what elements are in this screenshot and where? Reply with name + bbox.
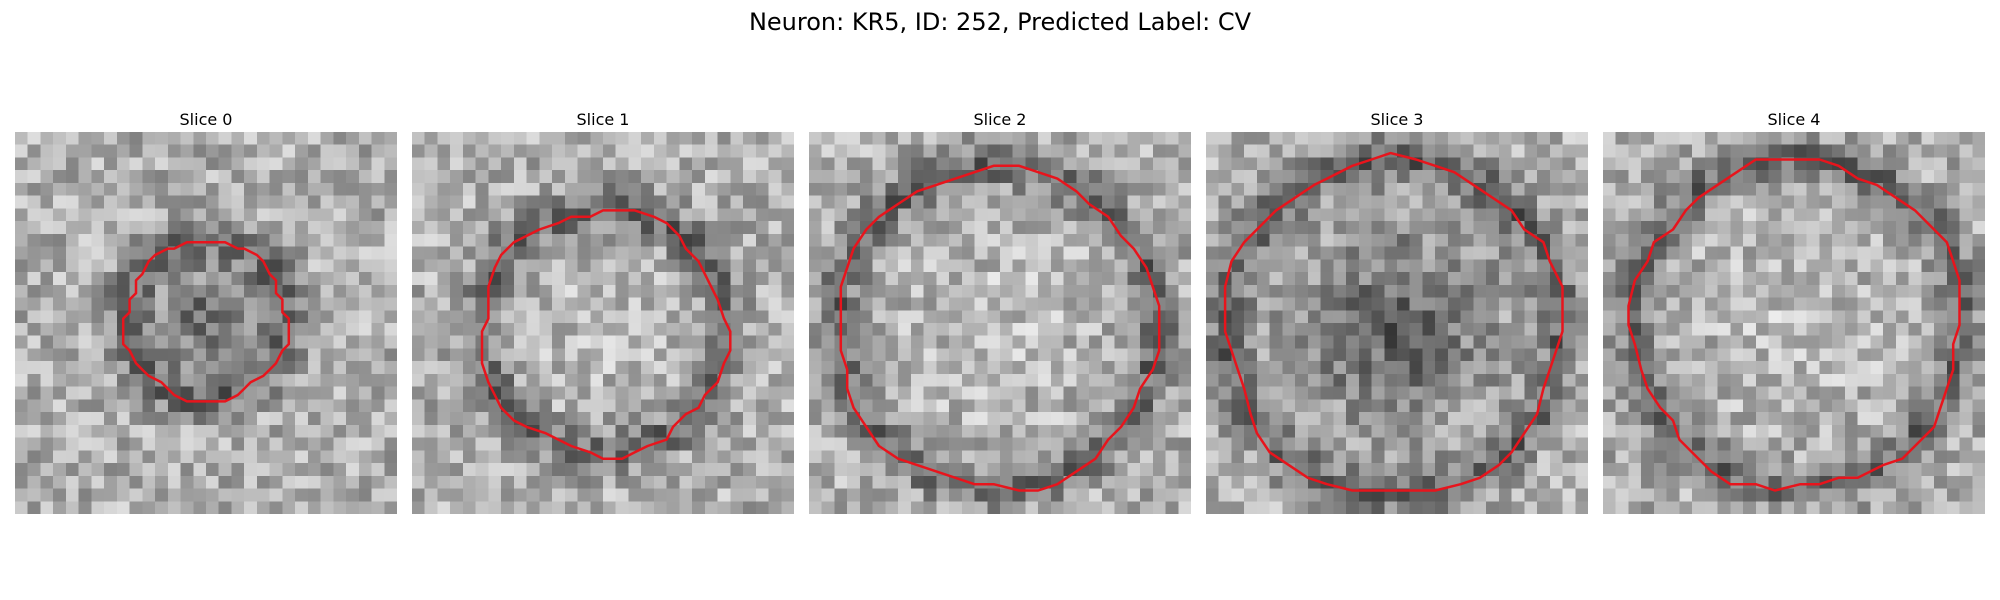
slice-panel-0: Slice 0 — [15, 108, 397, 514]
cell-contour — [1225, 153, 1562, 490]
slice-title: Slice 3 — [1206, 108, 1588, 132]
slice-panel-1: Slice 1 — [412, 108, 794, 514]
slice-panel-2: Slice 2 — [809, 108, 1191, 514]
cell-contour — [1629, 160, 1960, 491]
slice-title: Slice 0 — [15, 108, 397, 132]
slice-title: Slice 4 — [1603, 108, 1985, 132]
contour-overlay — [412, 134, 794, 516]
slice-panel-4: Slice 4 — [1603, 108, 1985, 514]
slice-title: Slice 2 — [809, 108, 1191, 132]
contour-overlay — [1206, 134, 1588, 516]
contour-overlay — [1603, 134, 1985, 516]
cell-contour — [482, 210, 730, 458]
cell-contour — [841, 166, 1159, 491]
slice-title: Slice 1 — [412, 108, 794, 132]
slice-panel-3: Slice 3 — [1206, 108, 1588, 514]
cell-contour — [123, 242, 289, 401]
figure-title: Neuron: KR5, ID: 252, Predicted Label: C… — [0, 8, 2000, 36]
contour-overlay — [15, 134, 397, 516]
contour-overlay — [809, 134, 1191, 516]
